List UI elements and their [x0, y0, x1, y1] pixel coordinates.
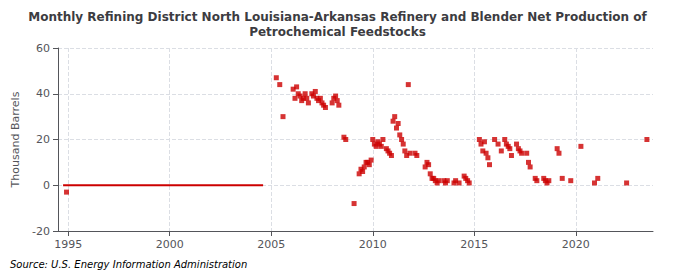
svg-text:2010: 2010	[359, 238, 387, 251]
svg-text:2020: 2020	[562, 238, 590, 251]
svg-text:60: 60	[36, 42, 50, 55]
svg-text:Petrochemical Feedstocks: Petrochemical Feedstocks	[249, 25, 426, 39]
svg-text:40: 40	[36, 87, 50, 100]
svg-text:Monthly Refining District Nort: Monthly Refining District North Louisian…	[28, 10, 647, 24]
svg-text:2005: 2005	[257, 238, 285, 251]
svg-text:1995: 1995	[54, 238, 82, 251]
svg-text:20: 20	[36, 133, 50, 146]
svg-text:2000: 2000	[156, 238, 184, 251]
svg-text:Thousand Barrels: Thousand Barrels	[9, 91, 22, 188]
svg-text:-20: -20	[32, 225, 50, 238]
svg-text:0: 0	[43, 179, 50, 192]
svg-text:Source: U.S. Energy Informatio: Source: U.S. Energy Information Administ…	[10, 259, 247, 270]
svg-text:2015: 2015	[460, 238, 488, 251]
